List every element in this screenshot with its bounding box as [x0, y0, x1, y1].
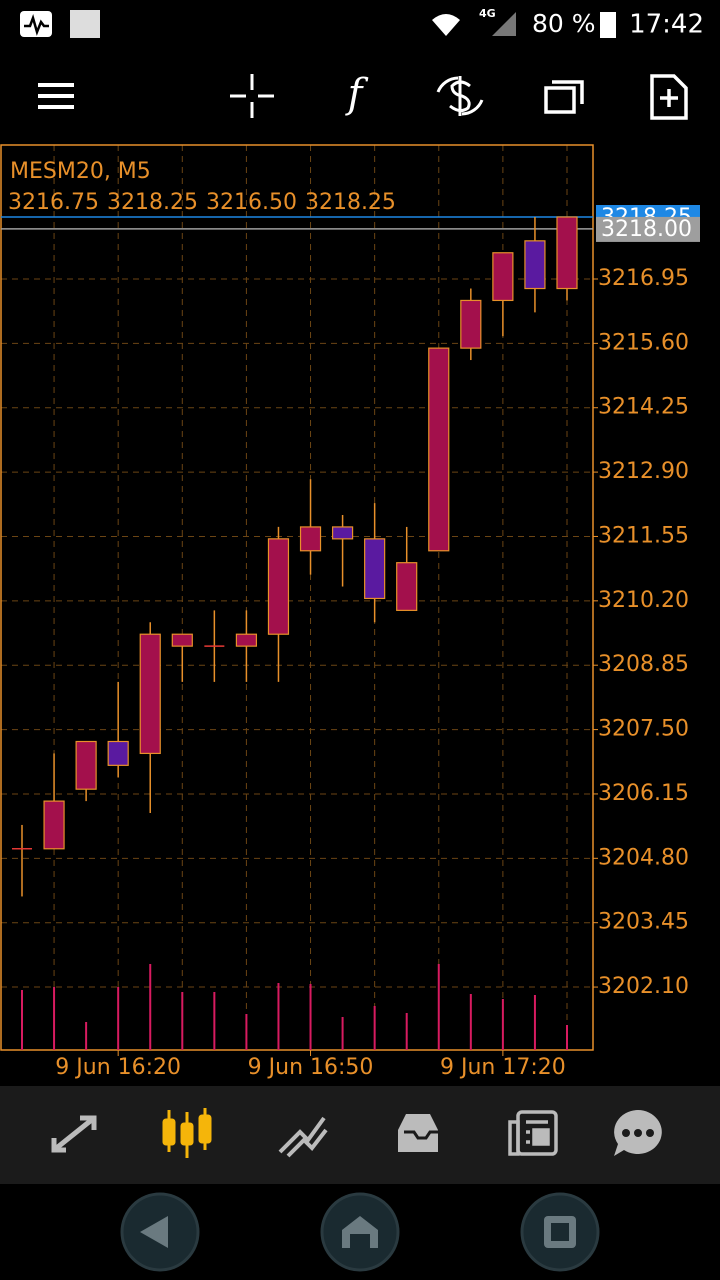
chart: 3216.95 3215.60 3214.25 3212.90 3211.55 3210.… — [0, 144, 700, 1080]
crosshair-button[interactable] — [230, 74, 274, 118]
ohlc-value: 3218.25 — [107, 190, 198, 215]
candle-body — [396, 562, 418, 611]
y-tick-label: 3204.80 — [598, 845, 689, 870]
price-tag-label: 3218.00 — [601, 217, 692, 242]
wifi-icon — [432, 14, 460, 36]
status-icon — [24, 14, 49, 36]
y-tick-label: 3216.95 — [598, 266, 689, 291]
candle-body — [556, 216, 578, 290]
y-tick-label: 3215.60 — [598, 330, 689, 355]
network-type: 4G — [479, 7, 496, 20]
trade-tab[interactable] — [278, 1116, 328, 1158]
y-tick-label: 3203.45 — [598, 910, 689, 935]
candle-body — [331, 526, 354, 540]
indicators-button[interactable]: f — [345, 71, 369, 117]
y-tick-label: 3207.50 — [598, 717, 689, 742]
candle-body — [299, 526, 322, 552]
ohlc-line: 3216.75 3218.25 3216.50 3218.25 — [8, 190, 396, 215]
x-tick-label: 9 Jun 17:20 — [440, 1055, 566, 1080]
home-button[interactable] — [320, 1192, 400, 1272]
y-tick-label: 3206.15 — [598, 781, 689, 806]
candle-body — [428, 347, 450, 552]
history-tab[interactable] — [398, 1114, 438, 1152]
trade-button[interactable] — [436, 76, 484, 116]
y-tick-label: 3202.10 — [598, 974, 689, 999]
candle-body — [43, 800, 65, 850]
candle-body — [139, 633, 161, 755]
chart-title: MESM20, M5 — [10, 159, 151, 184]
candle-body — [524, 240, 546, 290]
bottom-toolbar — [0, 1086, 720, 1184]
signal-icon — [492, 12, 516, 36]
back-button[interactable] — [120, 1192, 200, 1272]
candle-body — [460, 299, 482, 349]
chart-frame — [0, 144, 594, 1051]
ohlc-value: 3218.25 — [305, 190, 396, 215]
y-tick-label: 3212.90 — [598, 459, 689, 484]
recents-button[interactable] — [520, 1192, 600, 1272]
ohlc-value: 3216.50 — [206, 190, 297, 215]
x-tick-label: 9 Jun 16:50 — [248, 1055, 374, 1080]
y-tick-label: 3211.55 — [598, 523, 689, 548]
candle-body — [107, 740, 129, 766]
candle-body — [235, 633, 258, 647]
price-tag — [596, 216, 700, 242]
candle-body — [364, 538, 386, 600]
candle-body — [267, 538, 290, 635]
new-order-button[interactable] — [650, 74, 688, 120]
chat-tab[interactable] — [614, 1110, 662, 1156]
x-tick-label: 9 Jun 16:20 — [55, 1055, 181, 1080]
chart-tab[interactable] — [162, 1108, 212, 1158]
windows-button[interactable] — [544, 80, 584, 114]
battery-level: 80 % — [532, 9, 596, 38]
candle-body — [492, 252, 514, 302]
ohlc-value: 3216.75 — [8, 190, 99, 215]
y-tick-label: 3210.20 — [598, 588, 689, 613]
battery-icon — [600, 12, 616, 38]
candle-body — [75, 740, 97, 790]
candle-body — [171, 633, 193, 647]
y-tick-label: 3214.25 — [598, 395, 689, 420]
menu-button[interactable] — [38, 83, 74, 109]
clock: 17:42 — [629, 10, 704, 40]
y-tick-label: 3208.85 — [598, 652, 689, 677]
quotes-tab[interactable] — [51, 1115, 97, 1153]
news-tab[interactable] — [508, 1110, 558, 1156]
status-icon — [70, 10, 100, 38]
